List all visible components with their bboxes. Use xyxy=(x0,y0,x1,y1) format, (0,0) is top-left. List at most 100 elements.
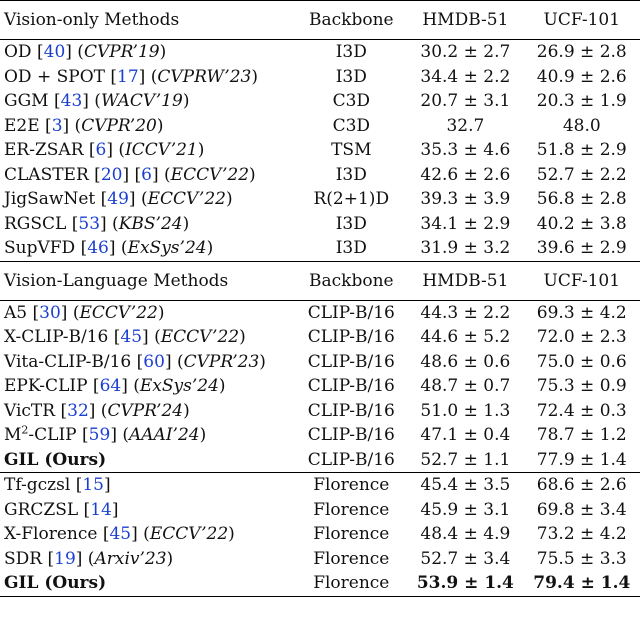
ucf-cell: 39.6 ± 2.9 xyxy=(523,236,640,262)
venue-label: ECCV’22 xyxy=(149,524,229,544)
hmdb-cell: 48.6 ± 0.6 xyxy=(420,351,511,372)
hmdb-cell: 48.7 ± 0.7 xyxy=(420,376,511,396)
citation-link[interactable]: 64 xyxy=(99,376,122,396)
backbone-cell: CLIP-B/16 xyxy=(307,400,395,421)
ucf-cell: 69.3 ± 4.2 xyxy=(536,302,627,323)
ucf-cell: 77.9 ± 1.4 xyxy=(523,447,640,473)
citation-link[interactable]: 6 xyxy=(95,140,107,160)
method-cell: JigSawNet [49] (ECCV’22) xyxy=(4,189,233,209)
section-header-row: Vision-only Methods Backbone HMDB-51 UCF-10… xyxy=(0,0,640,40)
citation-link[interactable]: 17 xyxy=(117,66,139,87)
ucf-cell: 40.2 ± 3.8 xyxy=(536,213,627,234)
backbone-column-header: Backbone xyxy=(295,0,408,40)
method-cell: GIL (Ours) xyxy=(0,447,296,473)
citation-link[interactable]: 40 xyxy=(43,42,66,62)
venue-label: ECCV’22 xyxy=(170,164,250,185)
citation-link[interactable]: 59 xyxy=(88,425,111,445)
hmdb-cell: 34.1 ± 2.9 xyxy=(420,213,511,234)
table-row: SupVFD [46] (ExSys’24) I3D 31.9 ± 3.2 39.6 … xyxy=(0,236,640,262)
method-cell: X-CLIP-B/16 [45] (ECCV’22) xyxy=(4,327,246,347)
venue-label: CVPRW’23 xyxy=(157,66,252,87)
citation-link[interactable]: 46 xyxy=(87,238,109,258)
method-name: GIL (Ours) xyxy=(4,573,107,593)
venue-label: ICCV’21 xyxy=(125,140,198,160)
backbone-cell: Florence xyxy=(313,524,390,544)
ucf-column-header: UCF-101 xyxy=(523,261,640,301)
citation-link[interactable]: 19 xyxy=(54,548,76,569)
citation-link[interactable]: 53 xyxy=(78,213,101,234)
ucf-cell: 69.8 ± 3.4 xyxy=(536,499,627,520)
citation-link[interactable]: 15 xyxy=(82,475,104,495)
hmdb-column-header: HMDB-51 xyxy=(407,0,524,40)
method-cell: SupVFD [46] (ExSys’24) xyxy=(0,236,296,262)
citation-link[interactable]: 49 xyxy=(107,189,129,209)
hmdb-cell: 48.4 ± 4.9 xyxy=(420,524,511,544)
hmdb-cell: 45.4 ± 3.5 xyxy=(420,475,511,495)
method-cell: CLASTER [20] [6] (ECCV’22) xyxy=(4,164,256,185)
backbone-cell: I3D xyxy=(335,42,367,62)
method-cell: GIL (Ours) xyxy=(0,571,296,597)
venue-label: AAAI’24 xyxy=(129,425,200,445)
method-name: SDR xyxy=(4,548,43,569)
ucf-cell: 75.5 ± 3.3 xyxy=(536,548,627,569)
table-row: VicTR [32] (CVPR’24) CLIP-B/16 51.0 ± 1.3 7… xyxy=(0,399,640,424)
hmdb-cell: 44.3 ± 2.2 xyxy=(420,302,511,323)
venue-label: WACV’19 xyxy=(100,91,183,111)
citation-link[interactable]: 14 xyxy=(90,499,112,520)
method-cell: RGSCL [53] (KBS’24) xyxy=(4,213,190,234)
ucf-cell: 68.6 ± 2.6 xyxy=(536,475,627,495)
backbone-cell: I3D xyxy=(335,164,367,185)
citation-link[interactable]: 45 xyxy=(109,524,132,544)
backbone-cell: R(2+1)D xyxy=(313,189,390,209)
venue-label: CVPR’19 xyxy=(83,42,160,62)
backbone-cell: CLIP-B/16 xyxy=(307,327,395,347)
method-cell: Tf-gczsl [15] xyxy=(4,475,111,495)
citation-link[interactable]: 30 xyxy=(39,302,61,323)
hmdb-column-header: HMDB-51 xyxy=(407,261,524,301)
ucf-cell: 73.2 ± 4.2 xyxy=(536,524,627,544)
ucf-cell: 75.0 ± 0.6 xyxy=(536,351,627,372)
citation-link[interactable]: 3 xyxy=(51,115,63,136)
method-cell: VicTR [32] (CVPR’24) xyxy=(4,400,190,421)
ucf-cell: 40.9 ± 2.6 xyxy=(536,66,627,87)
ucf-cell: 79.4 ± 1.4 xyxy=(523,571,640,597)
backbone-cell: Florence xyxy=(313,475,390,495)
venue-label: ECCV’22 xyxy=(79,302,158,323)
hmdb-cell: 35.3 ± 4.6 xyxy=(420,140,511,160)
citation-link[interactable]: 6 xyxy=(141,164,152,185)
hmdb-cell: 42.6 ± 2.6 xyxy=(420,164,511,185)
method-name-superscript: 2 xyxy=(21,423,29,437)
ucf-cell: 20.3 ± 1.9 xyxy=(536,91,627,111)
citation-link[interactable]: 60 xyxy=(143,351,165,372)
venue-label: CVPR’20 xyxy=(81,115,157,136)
section-header-row: Vision-Language Methods Backbone HMDB-51 UC… xyxy=(0,261,640,301)
venue-label: CVPR’24 xyxy=(107,400,184,421)
venue-label: ExSys’24 xyxy=(127,238,207,258)
backbone-cell: CLIP-B/16 xyxy=(307,302,395,323)
table-row: RGSCL [53] (KBS’24) I3D 34.1 ± 2.9 40.2 ± 3… xyxy=(0,212,640,237)
backbone-column-header: Backbone xyxy=(295,261,408,301)
table-row: ER-ZSAR [6] (ICCV’21) TSM 35.3 ± 4.6 51.8 ±… xyxy=(0,138,640,163)
table-row: GIL (Ours) CLIP-B/16 52.7 ± 1.1 77.9 ± 1.4 xyxy=(0,447,640,473)
backbone-cell: C3D xyxy=(332,91,371,111)
table-row: Vita-CLIP-B/16 [60] (CVPR’23) CLIP-B/16 48… xyxy=(0,350,640,375)
method-cell: X-Florence [45] (ECCV’22) xyxy=(4,524,235,544)
citation-link[interactable]: 20 xyxy=(100,164,123,185)
citation-link[interactable]: 45 xyxy=(120,327,143,347)
table-row: X-CLIP-B/16 [45] (ECCV’22) CLIP-B/16 44.6 … xyxy=(0,325,640,350)
method-name: CLASTER xyxy=(4,164,89,185)
backbone-cell: I3D xyxy=(335,66,367,87)
ucf-cell: 75.3 ± 0.9 xyxy=(536,376,627,396)
method-name: VicTR xyxy=(4,400,56,421)
method-name: RGSCL xyxy=(4,213,67,234)
citation-link[interactable]: 32 xyxy=(67,400,89,421)
citation-link[interactable]: 43 xyxy=(60,91,83,111)
method-name: Tf-gczsl xyxy=(4,475,71,495)
method-cell: OD [40] (CVPR’19) xyxy=(4,42,167,62)
table-row: M2-CLIP [59] (AAAI’24) CLIP-B/16 47.1 ± 0.… xyxy=(0,423,640,448)
method-cell: EPK-CLIP [64] (ExSys’24) xyxy=(4,376,226,396)
ucf-column-header: UCF-101 xyxy=(523,0,640,40)
venue-label: CVPR’23 xyxy=(183,351,260,372)
method-cell: A5 [30] (ECCV’22) xyxy=(4,302,165,323)
